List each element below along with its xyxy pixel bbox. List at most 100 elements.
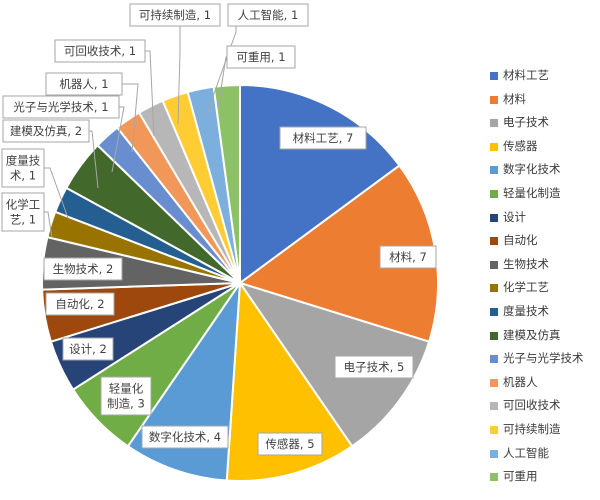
legend-label: 度量技术	[503, 303, 549, 318]
leader-line	[122, 83, 139, 153]
chart-legend: 材料工艺 材料 电子技术 传感器 数字化技术 轻量化制造 设计 自动化 生物技术 化学工艺 度量技术…	[488, 64, 598, 489]
leader-line	[44, 167, 69, 219]
data-label-15: 可持续制造, 1	[129, 3, 221, 27]
legend-swatch	[490, 473, 498, 482]
data-label-box	[1, 192, 45, 232]
leader-line	[145, 50, 155, 137]
data-label-text: 术, 1	[10, 169, 36, 183]
data-label-box	[2, 119, 90, 143]
data-label-box	[334, 355, 414, 379]
data-label-text: 数字化技术, 4	[149, 430, 221, 444]
data-label-7: 自动化, 2	[45, 292, 115, 316]
data-label-box	[141, 425, 229, 449]
legend-label: 传感器	[503, 138, 538, 153]
legend-swatch	[490, 189, 498, 198]
legend-swatch	[490, 355, 498, 364]
legend-swatch	[490, 260, 498, 269]
legend-swatch	[490, 213, 498, 222]
data-label-box	[129, 3, 221, 27]
legend-item: 自动化	[488, 229, 598, 253]
data-label-text: 化学工	[6, 198, 41, 212]
pie-slice-17	[212, 83, 241, 284]
data-label-text: 电子技术, 5	[344, 360, 405, 374]
data-label-6: 设计, 2	[62, 337, 114, 361]
data-label-13: 机器人, 1	[45, 72, 123, 96]
data-label-3: 传感器, 5	[257, 432, 323, 456]
legend-item: 传感器	[488, 135, 598, 159]
legend-label: 人工智能	[503, 445, 549, 460]
data-label-text: 机器人, 1	[59, 77, 108, 91]
legend-swatch	[490, 378, 498, 387]
legend-item: 化学工艺	[488, 276, 598, 300]
legend-label: 可回收技术	[503, 398, 561, 413]
legend-label: 建模及仿真	[503, 327, 561, 342]
legend-item: 度量技术	[488, 300, 598, 324]
data-label-text: 可重用, 1	[236, 50, 285, 64]
data-label-text: 光子与光学技术, 1	[13, 100, 108, 114]
data-label-text: 制造, 3	[107, 397, 145, 411]
legend-swatch	[490, 166, 498, 175]
legend-label: 设计	[503, 209, 526, 224]
legend-item: 设计	[488, 206, 598, 230]
legend-swatch	[490, 402, 498, 411]
data-label-text: 设计, 2	[69, 342, 107, 356]
legend-swatch	[490, 331, 498, 340]
legend-item: 材料	[488, 88, 598, 112]
legend-swatch	[490, 284, 498, 293]
legend-label: 可持续制造	[503, 421, 561, 436]
data-label-box	[100, 376, 152, 416]
pie-slice-3	[225, 280, 354, 482]
data-label-16: 人工智能, 1	[227, 3, 309, 27]
data-label-box	[43, 257, 123, 281]
data-label-box	[45, 292, 115, 316]
data-label-5: 轻量化制造, 3	[100, 376, 152, 416]
data-label-0: 材料工艺, 7	[279, 126, 367, 150]
leader-line	[111, 106, 125, 173]
data-label-text: 材料工艺, 7	[293, 131, 354, 145]
leader-line	[177, 26, 181, 125]
leader-line	[44, 211, 53, 239]
legend-item: 光子与光学技术	[488, 347, 598, 371]
legend-label: 材料	[503, 91, 526, 106]
data-label-9: 化学工艺, 1	[1, 192, 45, 232]
data-label-4: 数字化技术, 4	[141, 425, 229, 449]
legend-label: 可重用	[503, 469, 538, 484]
data-label-text: 可回收技术, 1	[64, 44, 136, 58]
legend-item: 建模及仿真	[488, 324, 598, 348]
legend-item: 机器人	[488, 371, 598, 395]
data-label-text: 自动化, 2	[55, 297, 104, 311]
data-label-text: 生物技术, 2	[53, 262, 114, 276]
data-label-box	[45, 72, 123, 96]
data-label-text: 传感器, 5	[265, 437, 314, 451]
data-label-8: 生物技术, 2	[43, 257, 123, 281]
legend-item: 电子技术	[488, 111, 598, 135]
legend-label: 自动化	[503, 233, 538, 248]
legend-swatch	[490, 119, 498, 128]
legend-item: 生物技术	[488, 253, 598, 277]
data-label-text: 可持续制造, 1	[139, 8, 211, 22]
legend-label: 生物技术	[503, 256, 549, 271]
legend-item: 人工智能	[488, 442, 598, 466]
data-label-text: 材料, 7	[389, 250, 427, 264]
data-label-text: 度量技	[6, 154, 41, 168]
legend-label: 轻量化制造	[503, 185, 561, 200]
data-label-text: 轻量化	[109, 382, 144, 396]
legend-swatch	[490, 95, 498, 104]
legend-label: 机器人	[503, 374, 538, 389]
data-label-1: 材料, 7	[379, 245, 437, 269]
legend-swatch	[490, 425, 498, 434]
data-label-box	[279, 126, 367, 150]
legend-label: 光子与光学技术	[503, 351, 584, 366]
legend-swatch	[490, 307, 498, 316]
legend-item: 可回收技术	[488, 394, 598, 418]
data-label-14: 可回收技术, 1	[54, 39, 146, 63]
data-label-box	[54, 39, 146, 63]
legend-label: 电子技术	[503, 115, 549, 130]
data-label-box	[227, 3, 309, 27]
data-label-11: 建模及仿真, 2	[2, 119, 90, 143]
legend-item: 可重用	[488, 465, 598, 489]
legend-label: 材料工艺	[503, 68, 549, 82]
legend-swatch	[490, 237, 498, 246]
